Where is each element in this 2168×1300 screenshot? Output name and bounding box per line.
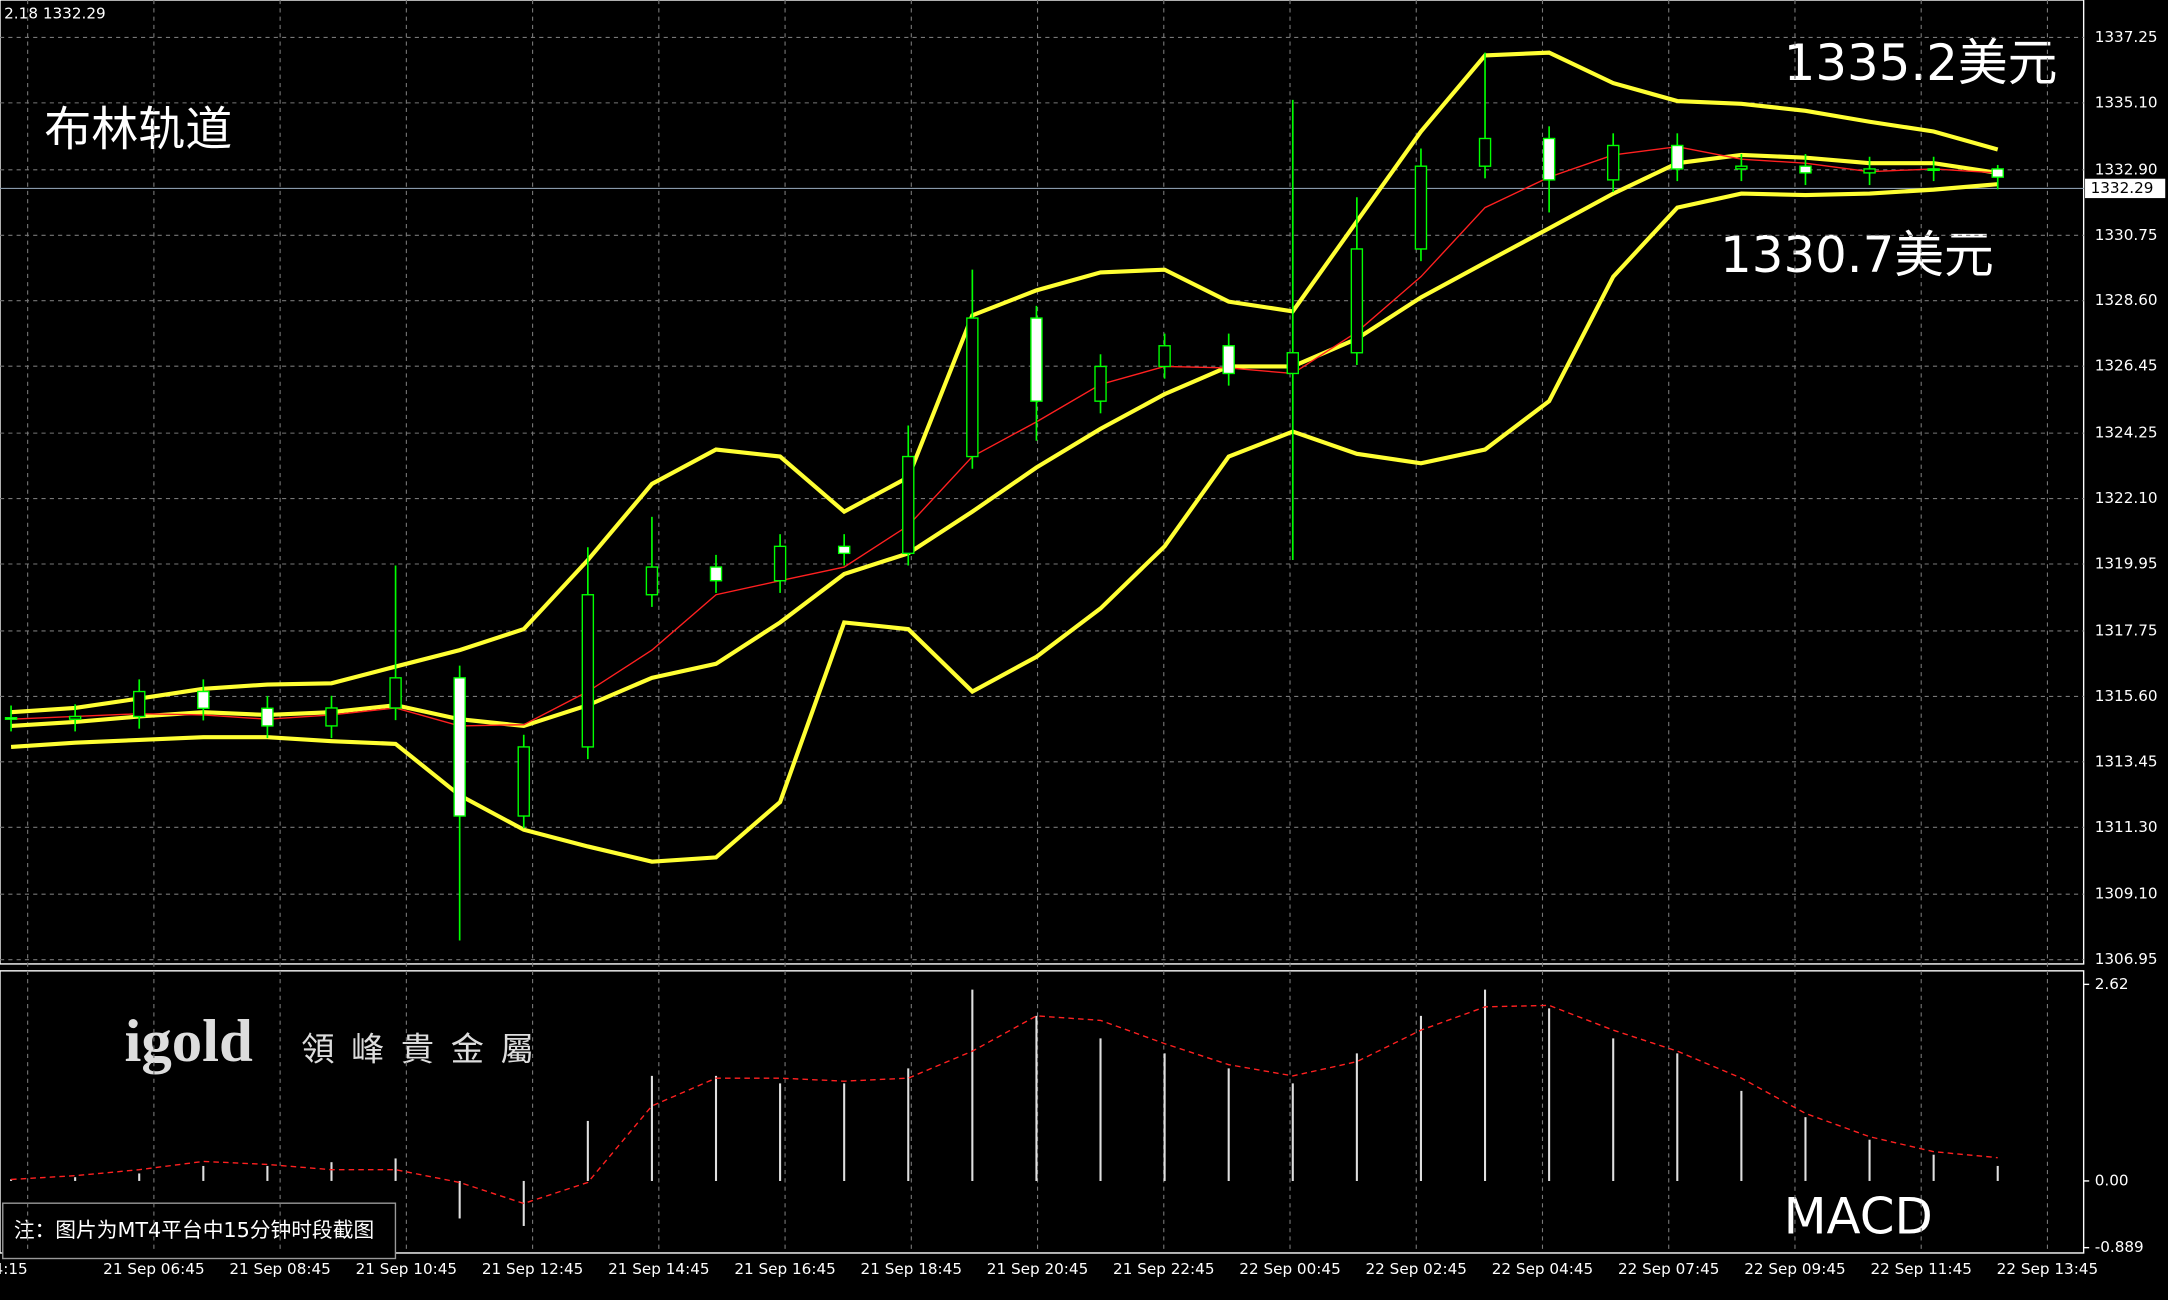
y-tick-label: 1319.95: [2095, 554, 2158, 572]
x-tick-label: 22 Sep 09:45: [1744, 1260, 1845, 1278]
candle-body: [1671, 144, 1684, 170]
y-tick-label: 1317.75: [2095, 621, 2158, 639]
candle-body: [453, 677, 466, 817]
candle-body: [1606, 144, 1620, 181]
y-tick-label: 1306.95: [2095, 950, 2158, 968]
price-frame: [0, 0, 2085, 965]
candle-body: [1094, 365, 1107, 402]
y-tick-label: 1311.30: [2095, 818, 2158, 836]
candle-body: [325, 707, 338, 727]
x-tick-label: 0 04:15: [0, 1260, 28, 1278]
bollinger-band: [10, 182, 1998, 864]
x-tick-label: 21 Sep 16:45: [734, 1260, 835, 1278]
note: 注：图片为MT4平台中15分钟时段截图: [14, 1218, 374, 1242]
candle-body: [1414, 165, 1428, 250]
y-tick-label: 1335.10: [2095, 93, 2158, 111]
x-tick-label: 21 Sep 08:45: [229, 1260, 330, 1278]
y-tick-label: 1328.60: [2095, 291, 2158, 309]
x-tick-label: 21 Sep 12:45: [482, 1260, 583, 1278]
candle-body: [709, 566, 723, 582]
candle-body: [1863, 168, 1876, 174]
chart-title: 布林轨道: [44, 102, 232, 157]
candle-body: [261, 707, 274, 727]
annotation: 1335.2美元: [1784, 34, 2058, 92]
candle-body: [837, 545, 851, 555]
y-tick-label: 1309.10: [2095, 885, 2158, 903]
candle-body: [1222, 345, 1235, 375]
bollinger-band: [10, 50, 1999, 715]
y-tick-label: 1337.25: [2095, 28, 2158, 46]
y-tick-label: 1332.90: [2095, 160, 2158, 178]
x-tick-label: 21 Sep 20:45: [987, 1260, 1088, 1278]
x-tick-label: 21 Sep 14:45: [608, 1260, 709, 1278]
candle-body: [581, 594, 595, 748]
candle-body: [966, 317, 979, 458]
candle-body: [902, 455, 915, 555]
x-tick-label: 21 Sep 22:45: [1113, 1260, 1214, 1278]
candle-body: [133, 690, 146, 718]
header: 2.18 1332.29: [4, 4, 106, 22]
macd-frame: [0, 970, 2085, 1254]
y-tick-label: 1315.60: [2095, 687, 2158, 705]
y-tick-label: -0.889: [2095, 1238, 2144, 1256]
candle-body: [1542, 137, 1556, 181]
x-tick-label: 22 Sep 07:45: [1618, 1260, 1719, 1278]
x-tick-label: 22 Sep 13:45: [1997, 1260, 2098, 1278]
candle-body: [1735, 165, 1748, 170]
y-tick-label: 1322.10: [2095, 489, 2158, 507]
y-tick-label: 1324.25: [2095, 424, 2158, 442]
candle-body: [1286, 352, 1300, 375]
y-tick-label: 0.00: [2095, 1171, 2129, 1189]
last-price-label: 1332.29: [2091, 179, 2154, 197]
y-tick-label: 1326.45: [2095, 357, 2158, 375]
x-tick-label: 22 Sep 02:45: [1366, 1260, 1467, 1278]
logo: igold: [124, 1008, 253, 1075]
y-tick-label: 1330.75: [2095, 226, 2158, 244]
candle-body: [773, 545, 787, 582]
candle-body: [1991, 168, 2004, 178]
candle-body: [1158, 345, 1171, 368]
y-tick-label: 2.62: [2095, 975, 2129, 993]
moving-average: [11, 146, 1998, 727]
x-tick-label: 22 Sep 11:45: [1870, 1260, 1971, 1278]
bollinger-band: [10, 152, 1999, 729]
brand: 領峰貴金屬: [301, 1030, 550, 1069]
candle-body: [1927, 168, 1940, 171]
signal-line: [11, 1004, 1998, 1205]
candle-body: [1799, 165, 1812, 174]
note-box: [2, 1202, 397, 1260]
x-tick-label: 22 Sep 00:45: [1239, 1260, 1340, 1278]
candle-body: [1030, 317, 1043, 402]
candle-body: [389, 677, 402, 709]
x-tick-label: 21 Sep 06:45: [103, 1260, 204, 1278]
y-tick-label: 1313.45: [2095, 752, 2158, 770]
last-price-tag: [2085, 178, 2166, 199]
x-tick-label: 21 Sep 18:45: [861, 1260, 962, 1278]
candle-body: [197, 690, 210, 709]
candle-body: [1478, 137, 1492, 167]
candle-body: [4, 717, 18, 720]
annotation: 1330.7美元: [1720, 226, 1994, 284]
candle-body: [645, 566, 659, 596]
x-tick-label: 21 Sep 10:45: [356, 1260, 457, 1278]
candle-body: [68, 715, 82, 720]
macd-title: MACD: [1784, 1187, 1933, 1245]
candle-body: [517, 746, 530, 817]
candle-body: [1350, 248, 1364, 354]
x-tick-label: 22 Sep 04:45: [1492, 1260, 1593, 1278]
